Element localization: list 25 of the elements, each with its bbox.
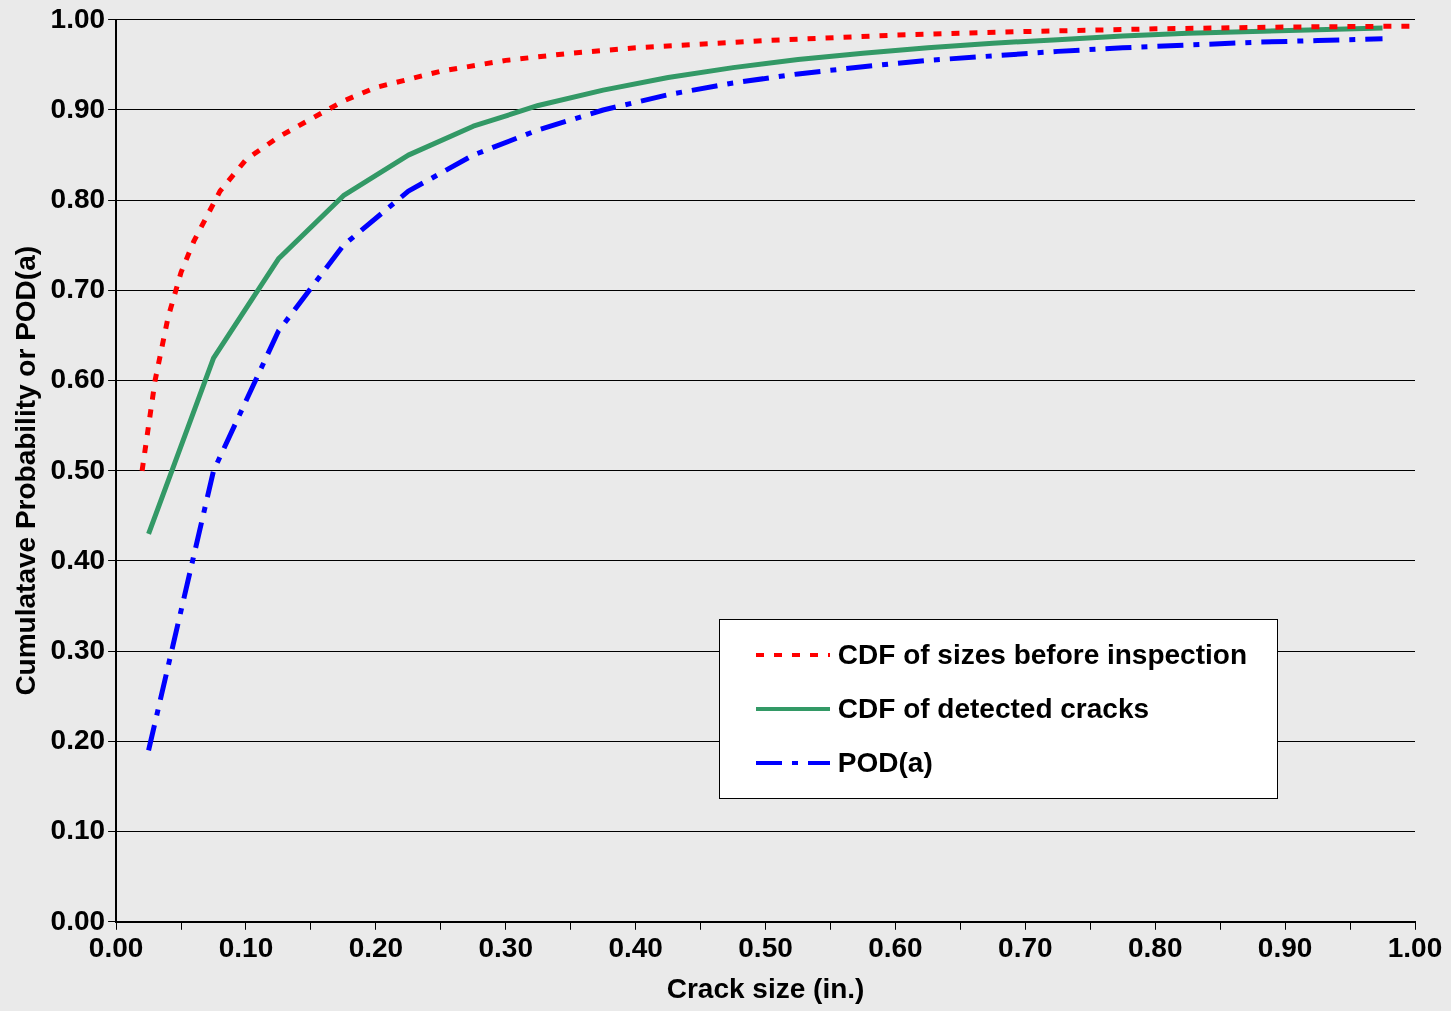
- y-tick-label: 0.70: [50, 273, 106, 305]
- x-tick-label: 0.60: [868, 932, 923, 964]
- y-tick-label: 0.80: [50, 182, 106, 214]
- y-axis-title: Cumulatave Probability or POD(a): [9, 245, 41, 696]
- y-tick-label: 0.10: [50, 814, 106, 846]
- y-tick-label: 0.40: [50, 543, 106, 575]
- x-axis-title: Crack size (in.): [666, 972, 865, 1004]
- x-tick-label: 1.00: [1387, 932, 1443, 964]
- x-tick-label: 0.40: [608, 932, 663, 964]
- y-tick-label: 0.60: [50, 363, 106, 395]
- legend-label: CDF of sizes before inspection: [837, 638, 1247, 671]
- legend-label: POD(a): [837, 746, 933, 779]
- y-tick-label: 1.00: [50, 2, 106, 34]
- y-tick-label: 0.20: [50, 724, 106, 756]
- x-tick-label: 0.30: [478, 932, 534, 964]
- x-tick-label: 0.20: [348, 932, 404, 964]
- x-tick-label: 0.10: [218, 932, 274, 964]
- y-tick-label: 0.30: [50, 633, 106, 665]
- y-tick-label: 0.50: [50, 453, 106, 485]
- x-tick-label: 0.70: [998, 932, 1053, 964]
- y-tick-label: 0.90: [50, 92, 106, 124]
- legend-label: CDF of detected cracks: [837, 692, 1150, 725]
- x-tick-label: 0.90: [1257, 932, 1313, 964]
- x-tick-label: 0.50: [738, 932, 793, 964]
- x-tick-label: 0.80: [1127, 932, 1183, 964]
